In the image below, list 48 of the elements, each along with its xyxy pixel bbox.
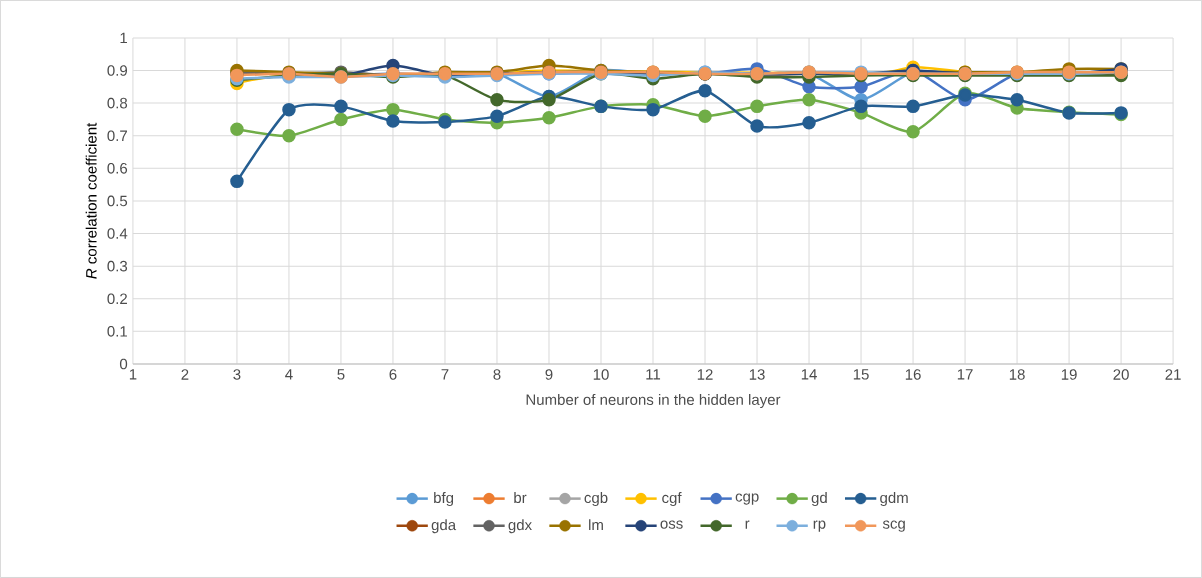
legend-label: gd [811,492,827,507]
x-tick-label: 11 [646,369,661,380]
x-tick-label: 15 [853,369,869,380]
legend-label: gda [431,519,457,534]
legend-label: scg [882,520,905,532]
x-tick-label: 2 [181,369,189,380]
legend-label: br [514,492,527,504]
y-tick-label: 1 [120,32,127,44]
legend-label: cgb [584,492,608,507]
y-axis-title: R correlation coefficient [85,122,97,279]
legend-label: oss [660,520,683,529]
x-tick-label: 18 [1009,369,1025,380]
x-tick-label: 17 [957,369,973,380]
y-tick-label: 0.8 [107,97,128,109]
x-tick-label: 12 [697,369,713,380]
x-tick-label: 19 [1061,369,1077,380]
y-tick-label: 0.4 [107,228,128,239]
x-tick-label: 9 [545,369,553,380]
x-tick-label: 7 [441,369,449,380]
legend-label: cgf [662,492,682,507]
legend-label: gdx [508,519,532,534]
y-tick-label: 0.1 [107,326,127,337]
legend-label: r [745,520,750,529]
x-tick-label: 20 [1113,369,1129,380]
x-tick-label: 10 [593,369,609,380]
legend-label: bfg [434,492,454,507]
x-tick-label: 3 [233,369,241,380]
x-tick-label: 21 [1165,369,1181,380]
legend-label: gdm [880,492,908,507]
x-tick-label: 13 [749,369,765,380]
x-tick-label: 6 [389,369,397,380]
y-tick-label: 0.9 [107,65,128,76]
y-tick-label: 0.6 [107,163,128,174]
y-tick-label: 0.3 [107,260,128,272]
y-tick-label: 0 [119,358,128,370]
legend-label: cgp [735,493,759,505]
x-tick-label: 1 [129,369,137,380]
y-tick-label: 0.2 [107,293,127,305]
x-tick-label: 5 [337,369,345,380]
x-axis-title: Number of neurons in the hidden layer [526,394,781,408]
x-tick-label: 8 [493,369,501,380]
legend-label: lm [589,519,603,531]
x-tick-label: 4 [285,369,293,380]
legend-label: rp [813,520,826,532]
y-tick-label: 0.5 [107,195,128,207]
x-tick-label: 16 [905,369,921,380]
y-tick-label: 0.7 [107,130,127,142]
x-tick-label: 14 [801,369,817,380]
